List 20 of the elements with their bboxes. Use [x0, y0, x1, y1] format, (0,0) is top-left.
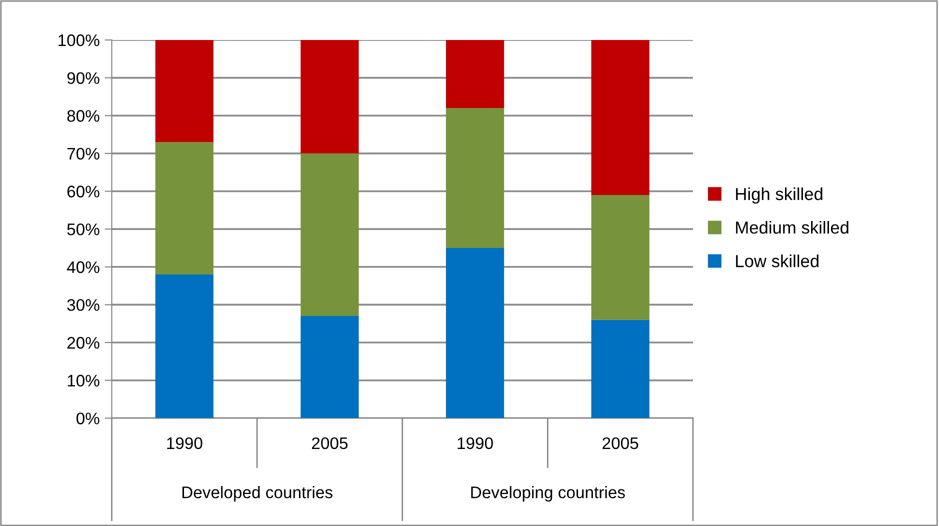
y-tick-label: 20% [67, 336, 100, 349]
x-tick-label: 2005 [602, 437, 638, 450]
y-tick-label: 100% [58, 34, 100, 46]
y-tick-label: 90% [67, 72, 100, 84]
y-tick-label: 40% [66, 261, 100, 274]
x-tick-label: 1990 [458, 437, 493, 450]
y-tick-label: 60% [67, 186, 100, 198]
y-tick-label: 30% [67, 299, 100, 311]
legend-label: High skilled [736, 187, 822, 204]
y-tick-label: 80% [67, 110, 100, 122]
x-tick-label: 2005 [312, 437, 348, 450]
legend-label: Medium skilled [736, 220, 848, 234]
y-tick-label: 10% [68, 374, 100, 387]
x-tick-label: 1990 [167, 437, 202, 450]
y-tick-label: 70% [67, 148, 100, 160]
y-tick-label: 50% [67, 223, 100, 236]
legend-label: Low skilled [736, 254, 818, 268]
text: Developed countries [182, 486, 332, 502]
y-tick-label: 0% [76, 412, 100, 424]
text: Developing countries [471, 486, 625, 502]
